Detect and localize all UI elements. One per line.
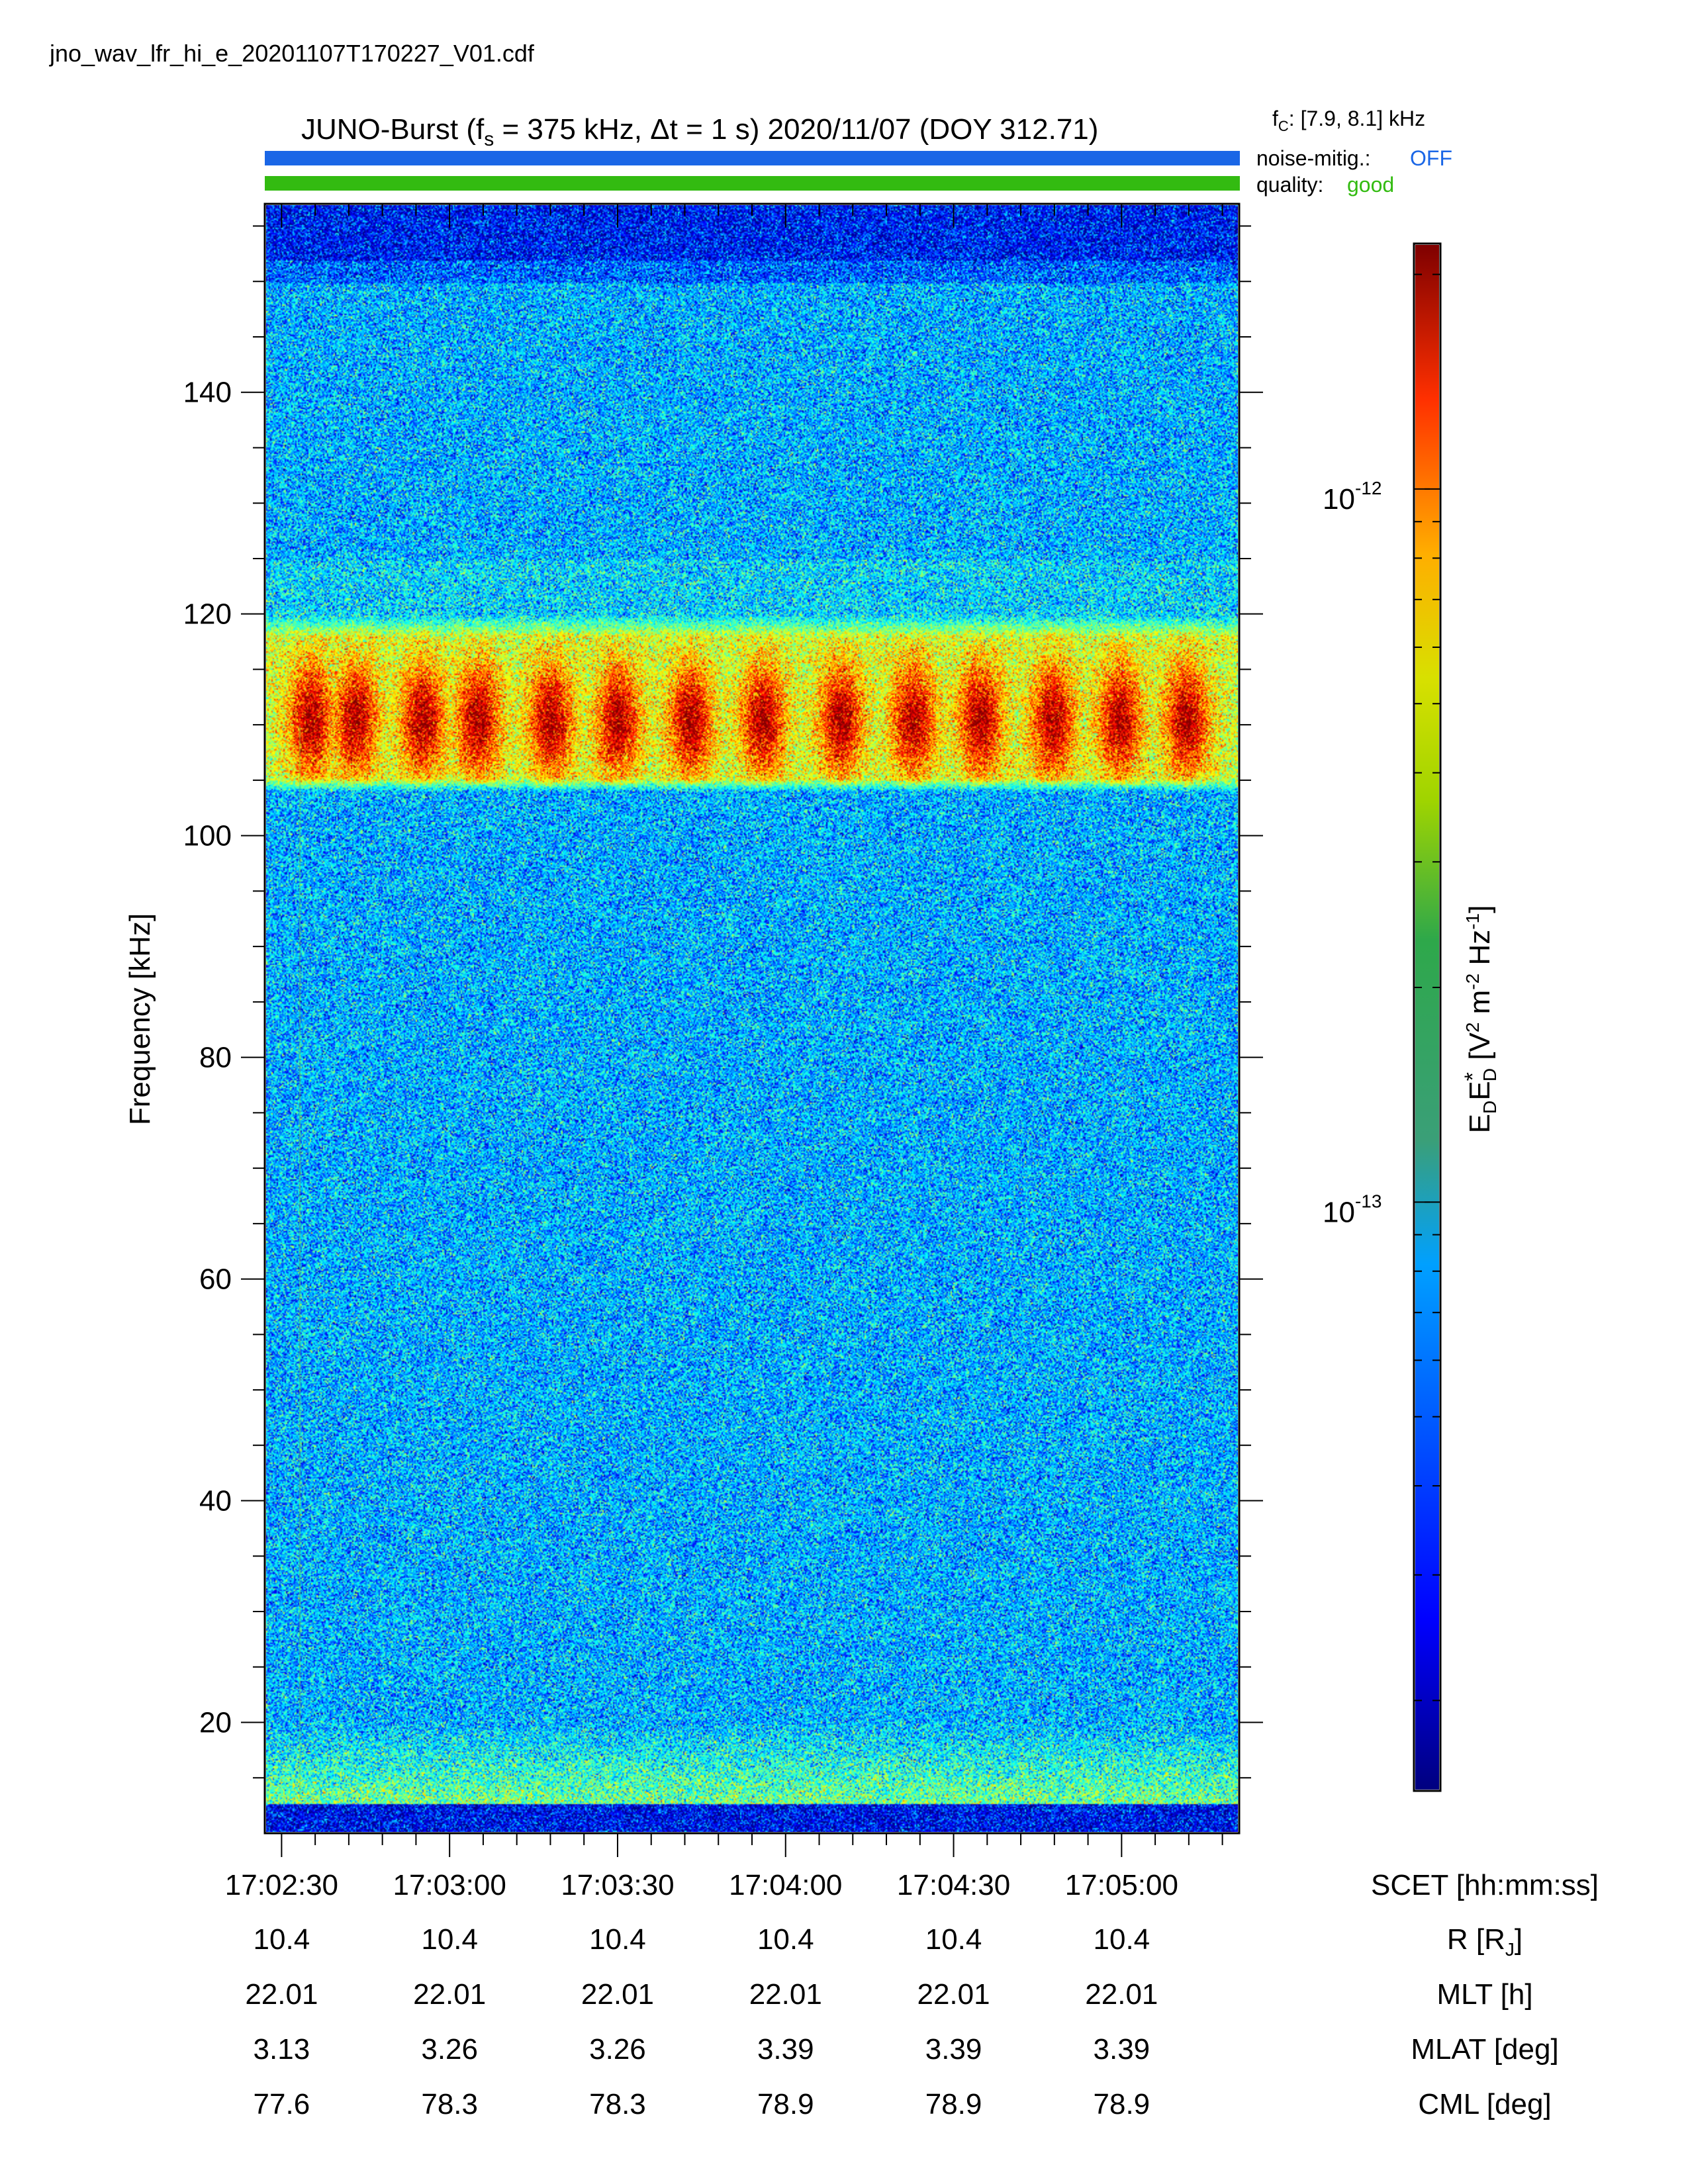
colorbar-label: EDE*D [V2 m-2 Hz-1] [1460,905,1500,1134]
ephemeris-value-cml: 78.9 [757,2088,814,2120]
ephemeris-table: 10.4 10.4 10.4 10.4 10.4 10.4 22.01 22.01 22.01 2… [245,1869,1599,2120]
x-tick-label: 17:04:30 [897,1869,1010,1901]
ephemeris-value-r: 10.4 [1094,1923,1150,1956]
ephemeris-value-r: 10.4 [925,1923,982,1956]
quality-bar [265,176,1240,191]
colorbar-frame [1413,242,1442,1792]
x-tick-label: 17:05:00 [1065,1869,1178,1901]
ephemeris-value-mlt: 22.01 [245,1978,318,2011]
y-axis: 20 40 60 80 100 120 140 [183,225,1263,1779]
colorbar-tick-label: 10-12 [1323,478,1382,516]
noise-mitig-label: noise-mitig.: [1256,146,1371,170]
ephemeris-value-r: 10.4 [757,1923,814,1956]
quality-label: quality: [1256,173,1323,197]
ephemeris-label: MLT [h] [1436,1978,1532,2011]
y-tick-label: 140 [183,377,232,409]
ephemeris-value-r: 10.4 [254,1923,310,1956]
ephemeris-value-mlat: 3.26 [421,2033,478,2066]
ephemeris-value-cml: 78.3 [589,2088,646,2120]
ephemeris-value-cml: 78.3 [421,2088,478,2120]
noise-mitigation-bar [265,151,1240,165]
ephemeris-value-mlat: 3.39 [757,2033,814,2066]
ephemeris-value-cml: 78.9 [925,2088,982,2120]
spectrogram-heatmap [266,205,1238,1832]
colorbar-ticks: 10-12 10-13 [1323,273,1440,1702]
filename-label: jno_wav_lfr_hi_e_20201107T170227_V01.cdf [49,40,535,67]
ephemeris-value-mlat: 3.26 [589,2033,646,2066]
y-tick-label: 60 [199,1263,232,1296]
ephemeris-label: MLAT [deg] [1411,2033,1558,2066]
ephemeris-value-mlt: 22.01 [749,1978,822,2011]
ephemeris-value-mlt: 22.01 [581,1978,654,2011]
quality-value: good [1347,173,1394,197]
ephemeris-label: CML [deg] [1418,2088,1551,2120]
ephemeris-value-mlat: 3.39 [1094,2033,1150,2066]
ephemeris-value-cml: 77.6 [254,2088,310,2120]
x-tick-label: 17:03:30 [561,1869,674,1901]
y-tick-label: 80 [199,1042,232,1074]
x-tick-label: 17:04:00 [729,1869,842,1901]
ephemeris-label: R [RJ] [1447,1923,1523,1960]
ephemeris-label: SCET [hh:mm:ss] [1371,1869,1599,1901]
noise-mitig-value: OFF [1410,146,1452,170]
ephemeris-value-r: 10.4 [589,1923,646,1956]
y-tick-label: 20 [199,1707,232,1739]
y-axis-label: Frequency [kHz] [124,913,156,1125]
x-tick-label: 17:02:30 [225,1869,338,1901]
x-tick-label: 17:03:00 [393,1869,506,1901]
y-tick-label: 40 [199,1485,232,1518]
ephemeris-value-r: 10.4 [421,1923,478,1956]
colorbar [1415,245,1439,1790]
y-tick-label: 120 [183,598,232,631]
fc-label: fC: [7.9, 8.1] kHz [1272,107,1425,134]
ephemeris-value-mlt: 22.01 [1085,1978,1158,2011]
ephemeris-value-mlt: 22.01 [413,1978,486,2011]
colorbar-tick-label: 10-13 [1323,1191,1382,1228]
x-axis: 17:02:30 17:03:00 17:03:30 17:04:00 17:04:30… [225,204,1223,1901]
ephemeris-value-mlat: 3.13 [254,2033,310,2066]
ephemeris-value-cml: 78.9 [1094,2088,1150,2120]
ephemeris-value-mlt: 22.01 [917,1978,990,2011]
ephemeris-value-mlat: 3.39 [925,2033,982,2066]
y-tick-label: 100 [183,820,232,852]
plot-title: JUNO-Burst (fs = 375 kHz, Δt = 1 s) 2020… [301,113,1098,150]
